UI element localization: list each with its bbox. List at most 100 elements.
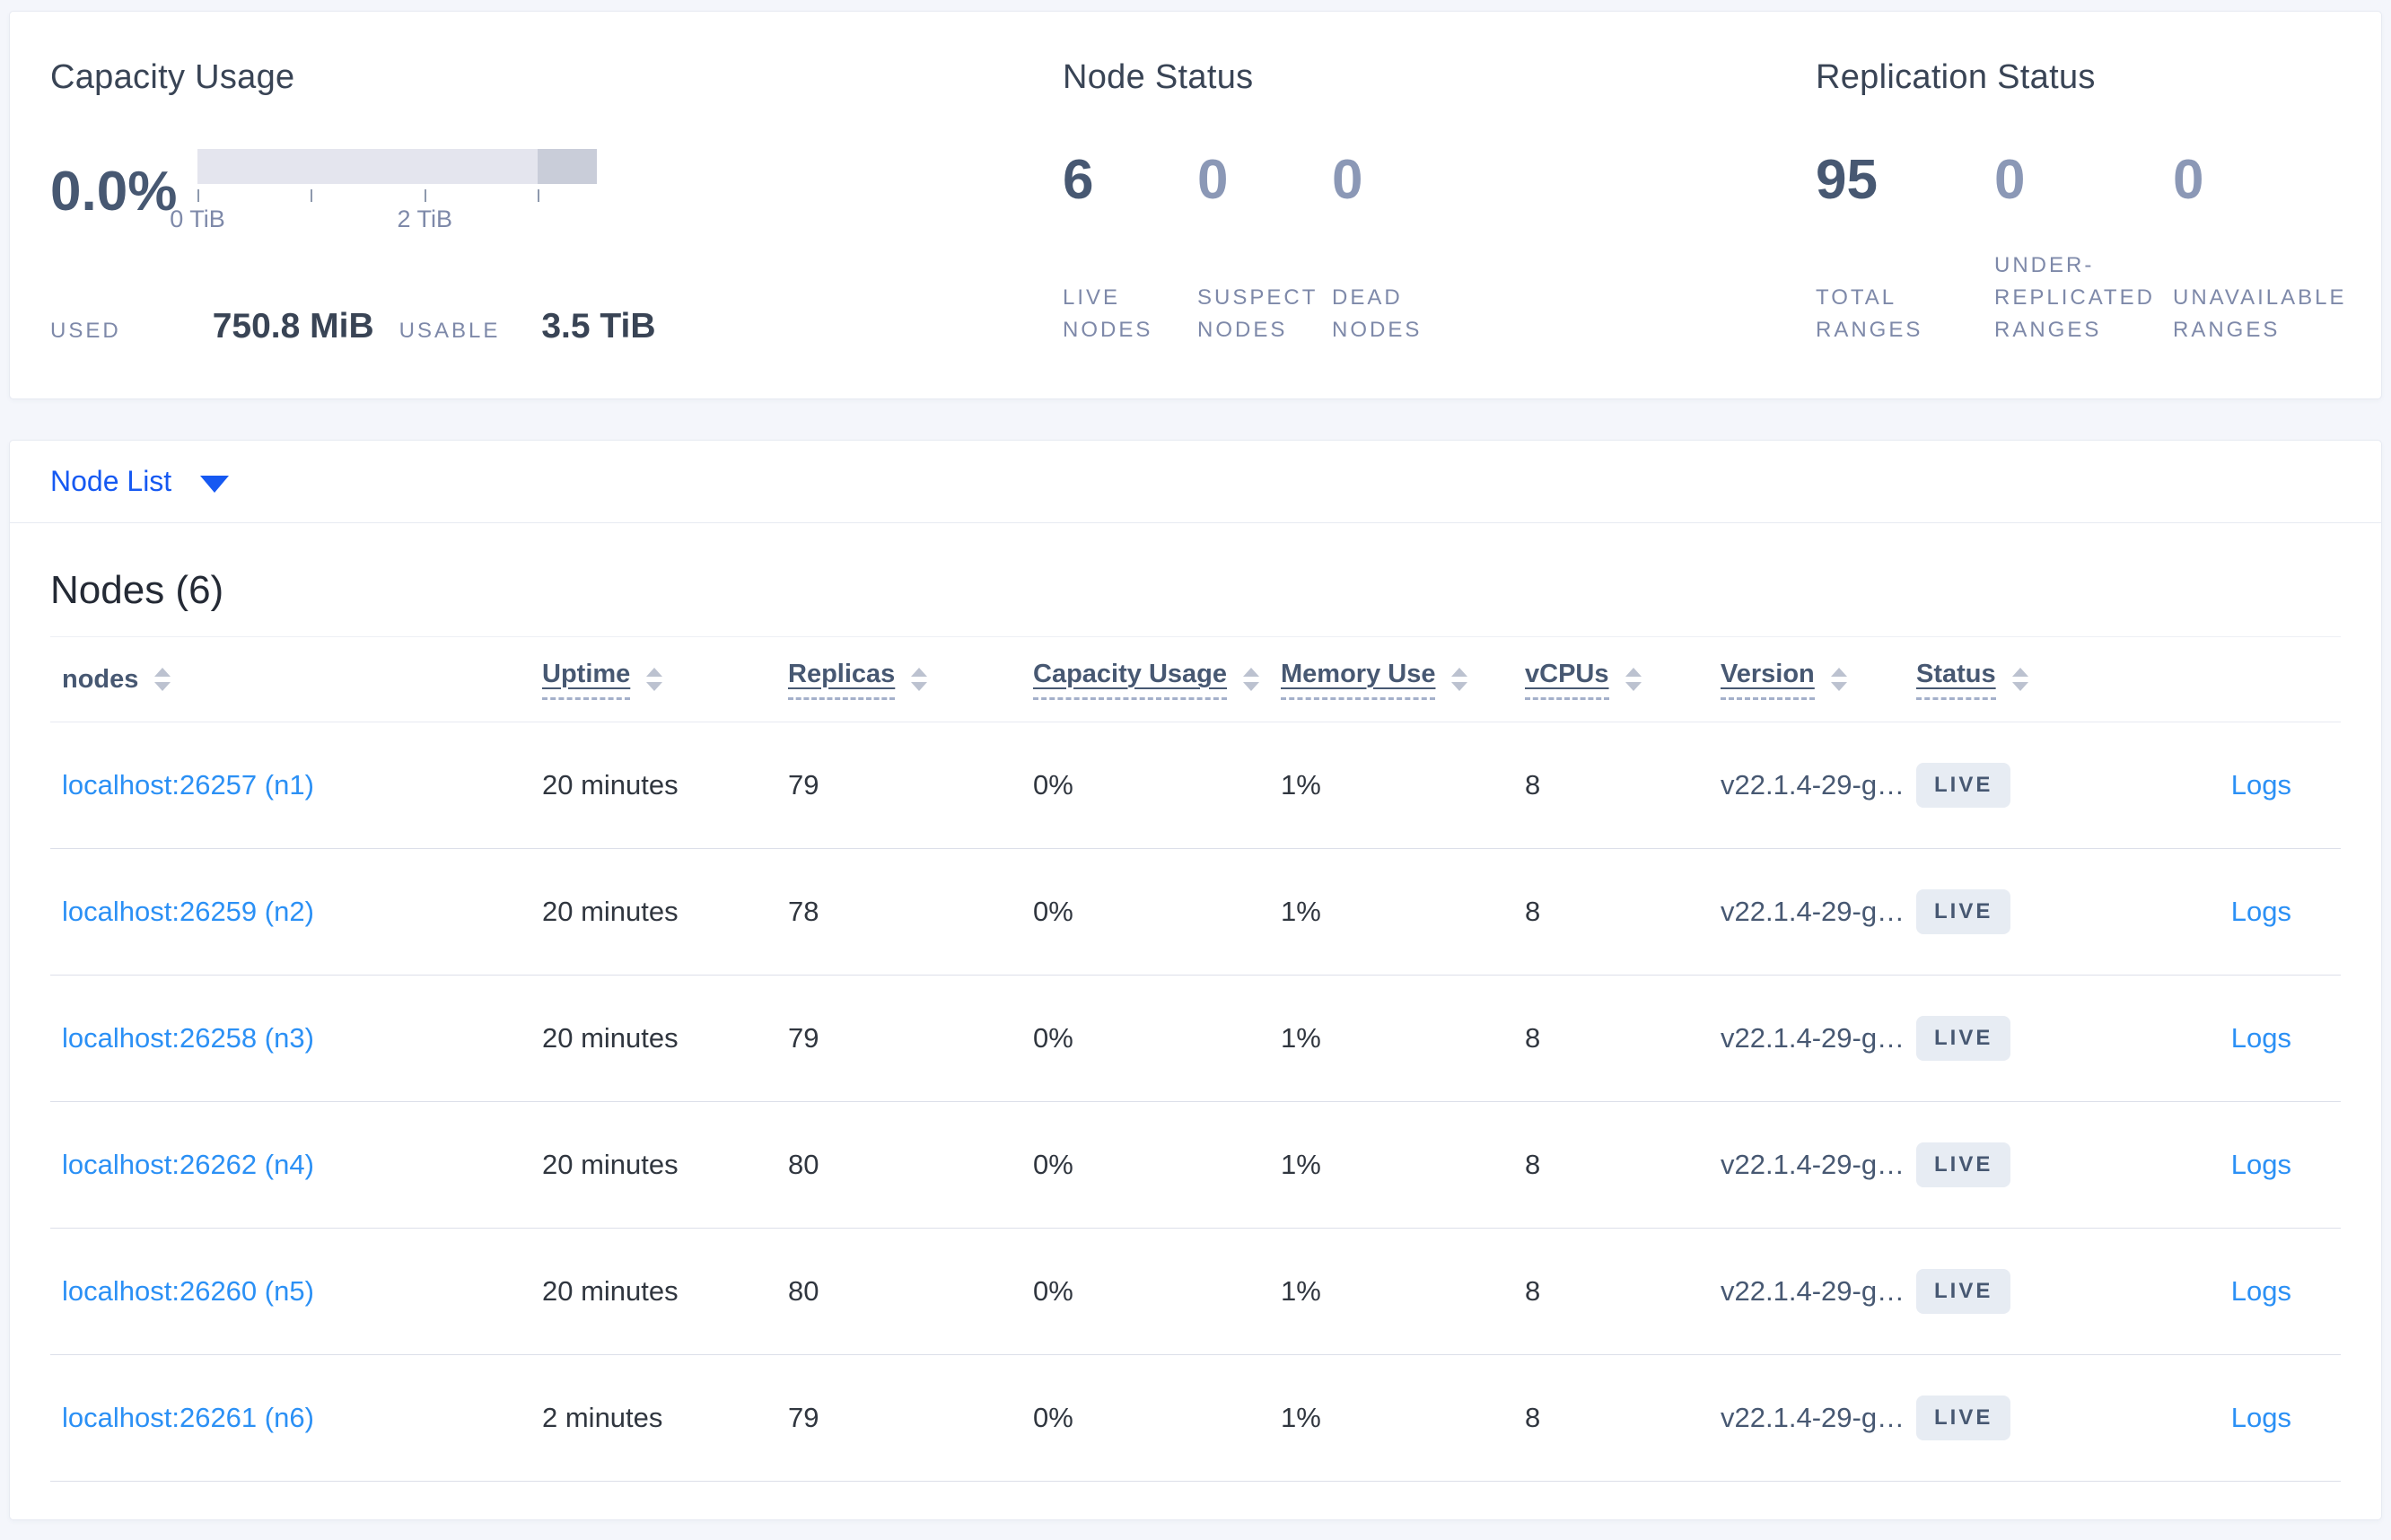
node-list-dropdown[interactable]: Node List	[10, 441, 2381, 523]
column-header-replicas[interactable]: Replicas	[787, 637, 1032, 722]
replicas-cell: 80	[788, 1275, 819, 1307]
capacity-gauge: 0.0% 0 TiB 2 TiB	[50, 149, 1022, 234]
live-nodes-stat: 6 LIVE NODES	[1063, 153, 1197, 346]
nodes-table: nodes Uptime Replicas Capacity Usage Mem…	[50, 636, 2341, 1482]
memory-use-cell: 1%	[1281, 896, 1321, 927]
total-ranges-stat: 95 TOTAL RANGES	[1816, 153, 1994, 346]
node-status-section: Node Status 6 LIVE NODES 0 SUSPECT NODES…	[1022, 58, 1775, 398]
uptime-cell: 20 minutes	[542, 769, 679, 801]
column-header-capacity-usage[interactable]: Capacity Usage	[1032, 637, 1280, 722]
capacity-bar-unusable-segment	[538, 149, 597, 184]
capacity-bar	[197, 149, 597, 184]
live-nodes-label: LIVE NODES	[1063, 285, 1153, 342]
under-replicated-label: UNDER-REPLICATED RANGES	[1994, 253, 2155, 342]
chevron-down-icon	[200, 475, 230, 493]
column-header-memory-use[interactable]: Memory Use	[1280, 637, 1524, 722]
node-link[interactable]: localhost:26258 (n3)	[62, 1022, 314, 1054]
memory-use-cell: 1%	[1281, 769, 1321, 801]
node-link[interactable]: localhost:26262 (n4)	[62, 1149, 314, 1180]
table-row: localhost:26257 (n1) 20 minutes 79 0% 1%…	[50, 722, 2341, 849]
unavailable-ranges-stat: 0 UNAVAILABLE RANGES	[2173, 153, 2352, 346]
capacity-axis-ticks	[197, 184, 597, 204]
replicas-cell: 79	[788, 1022, 819, 1054]
node-status-stats: 6 LIVE NODES 0 SUSPECT NODES 0 DEAD NODE…	[1063, 153, 1775, 346]
tick-mark	[197, 189, 199, 202]
usable-value: 3.5 TiB	[541, 307, 656, 346]
table-row: localhost:26260 (n5) 20 minutes 80 0% 1%…	[50, 1229, 2341, 1355]
status-cell: LIVE	[1915, 849, 2122, 976]
column-header-uptime[interactable]: Uptime	[541, 637, 787, 722]
memory-use-cell: 1%	[1281, 1402, 1321, 1433]
used-value: 750.8 MiB	[212, 307, 374, 346]
status-cell: LIVE	[1915, 722, 2122, 849]
version-cell: v22.1.4-29-g…	[1721, 1022, 1905, 1054]
tick-label-0: 0 TiB	[170, 206, 225, 232]
uptime-cell: 20 minutes	[542, 1149, 679, 1180]
status-badge: LIVE	[1916, 1142, 2011, 1187]
version-cell: v22.1.4-29-g…	[1721, 1149, 1905, 1180]
tick-mark	[310, 189, 312, 202]
status-badge: LIVE	[1916, 763, 2011, 808]
capacity-usage-section: Capacity Usage 0.0% 0 TiB 2 TiB	[10, 58, 1022, 398]
status-badge: LIVE	[1916, 1016, 2011, 1061]
capacity-usage-title: Capacity Usage	[50, 58, 295, 96]
column-header-vcpus[interactable]: vCPUs	[1524, 637, 1720, 722]
capacity-usage-cell: 0%	[1033, 769, 1073, 801]
replication-stats: 95 TOTAL RANGES 0 UNDER-REPLICATED RANGE…	[1816, 153, 2381, 346]
vcpus-cell: 8	[1525, 1149, 1541, 1180]
logs-link[interactable]: Logs	[2230, 769, 2291, 801]
logs-link[interactable]: Logs	[2230, 1022, 2291, 1054]
dead-nodes-stat: 0 DEAD NODES	[1332, 153, 1467, 346]
under-replicated-value: 0	[1994, 149, 2026, 211]
memory-use-cell: 1%	[1281, 1022, 1321, 1054]
node-link[interactable]: localhost:26257 (n1)	[62, 769, 314, 801]
logs-link[interactable]: Logs	[2230, 1275, 2291, 1307]
column-header-logs	[2122, 637, 2341, 722]
capacity-usage-cell: 0%	[1033, 1275, 1073, 1307]
total-ranges-value: 95	[1816, 149, 1878, 211]
node-link[interactable]: localhost:26261 (n6)	[62, 1402, 314, 1433]
node-link[interactable]: localhost:26259 (n2)	[62, 896, 314, 927]
usable-label: USABLE	[398, 319, 501, 343]
suspect-nodes-stat: 0 SUSPECT NODES	[1197, 153, 1332, 346]
nodes-table-section: Nodes (6) nodes Uptime Replicas Capacity…	[10, 523, 2381, 1519]
logs-link[interactable]: Logs	[2230, 1149, 2291, 1180]
column-header-nodes[interactable]: nodes	[50, 637, 541, 722]
uptime-cell: 2 minutes	[542, 1402, 663, 1433]
suspect-nodes-label: SUSPECT NODES	[1197, 285, 1318, 342]
suspect-nodes-value: 0	[1197, 149, 1229, 211]
sort-icon	[1830, 668, 1847, 691]
node-link[interactable]: localhost:26260 (n5)	[62, 1275, 314, 1307]
capacity-usage-cell: 0%	[1033, 1402, 1073, 1433]
sort-icon	[911, 668, 928, 691]
tick-mark	[538, 189, 540, 202]
replicas-cell: 79	[788, 1402, 819, 1433]
sort-icon	[2011, 668, 2028, 691]
table-row: localhost:26262 (n4) 20 minutes 80 0% 1%…	[50, 1102, 2341, 1229]
capacity-axis-labels: 0 TiB 2 TiB	[170, 204, 597, 234]
replicas-cell: 79	[788, 769, 819, 801]
status-badge: LIVE	[1916, 889, 2011, 934]
logs-link[interactable]: Logs	[2230, 1402, 2291, 1433]
version-cell: v22.1.4-29-g…	[1721, 1402, 1905, 1433]
version-cell: v22.1.4-29-g…	[1721, 1275, 1905, 1307]
vcpus-cell: 8	[1525, 1022, 1541, 1054]
column-header-version[interactable]: Version	[1720, 637, 1915, 722]
column-header-status[interactable]: Status	[1915, 637, 2122, 722]
vcpus-cell: 8	[1525, 896, 1541, 927]
status-badge: LIVE	[1916, 1396, 2011, 1440]
table-row: localhost:26261 (n6) 2 minutes 79 0% 1% …	[50, 1355, 2341, 1482]
node-status-title: Node Status	[1063, 58, 1254, 96]
logs-link[interactable]: Logs	[2230, 896, 2291, 927]
version-cell: v22.1.4-29-g…	[1721, 896, 1905, 927]
uptime-cell: 20 minutes	[542, 1022, 679, 1054]
dead-nodes-value: 0	[1332, 149, 1363, 211]
tick-mark	[425, 189, 427, 202]
capacity-usage-cell: 0%	[1033, 1149, 1073, 1180]
status-cell: LIVE	[1915, 1102, 2122, 1229]
node-list-card: Node List Nodes (6) nodes Uptime Replica…	[9, 440, 2382, 1520]
capacity-usage-cell: 0%	[1033, 1022, 1073, 1054]
table-row: localhost:26258 (n3) 20 minutes 79 0% 1%…	[50, 976, 2341, 1102]
sort-icon	[1243, 668, 1259, 691]
status-cell: LIVE	[1915, 1355, 2122, 1482]
